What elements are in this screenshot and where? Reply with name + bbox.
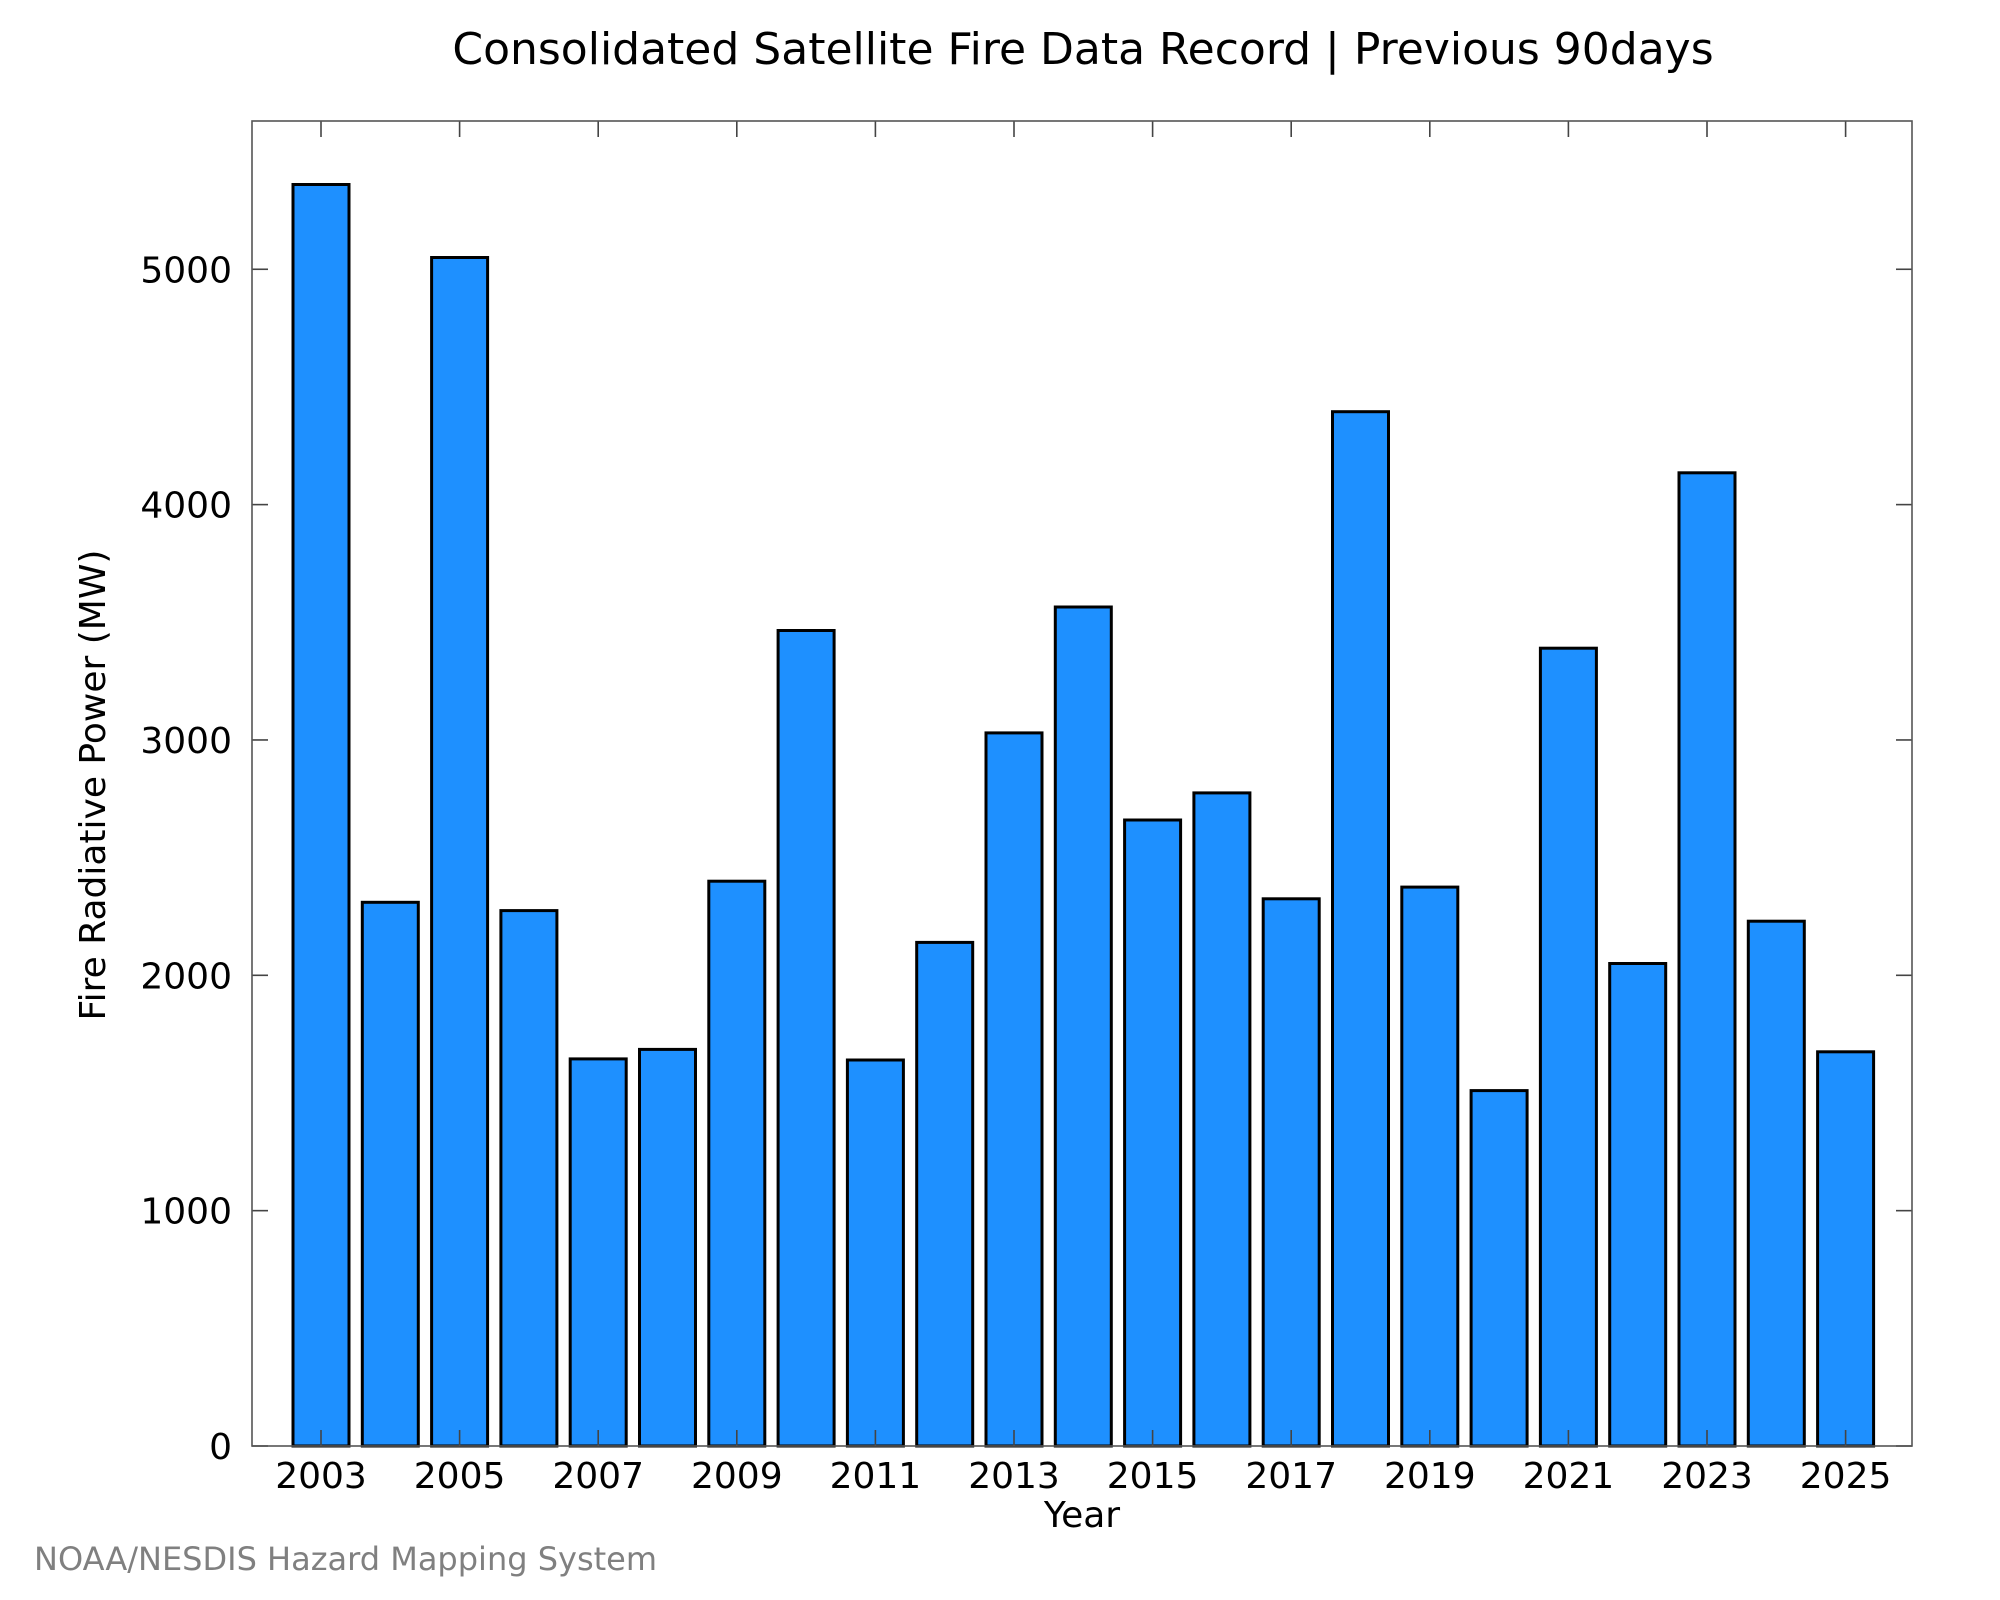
y-tick-label: 0 bbox=[209, 1427, 232, 1468]
bar-2010 bbox=[776, 629, 836, 1448]
bar-2012 bbox=[915, 940, 975, 1448]
x-tick-label: 2013 bbox=[968, 1456, 1060, 1497]
bar-2021 bbox=[1538, 646, 1598, 1448]
bar-2017 bbox=[1261, 897, 1321, 1448]
bar-2007 bbox=[568, 1057, 628, 1448]
x-tick-label: 2009 bbox=[691, 1456, 783, 1497]
plot-frame bbox=[251, 120, 1913, 1447]
bar-2009 bbox=[707, 879, 767, 1448]
x-tick-label: 2007 bbox=[552, 1456, 644, 1497]
bar-2015 bbox=[1123, 818, 1183, 1448]
bar-2023 bbox=[1677, 471, 1737, 1448]
bar-2011 bbox=[845, 1058, 905, 1448]
bar-2016 bbox=[1192, 791, 1252, 1448]
chart-title: Consolidated Satellite Fire Data Record … bbox=[452, 24, 1713, 75]
y-tick-label: 5000 bbox=[140, 250, 232, 291]
x-tick-label: 2005 bbox=[414, 1456, 506, 1497]
x-axis-label: Year bbox=[1043, 1495, 1120, 1536]
bar-2003 bbox=[291, 183, 351, 1448]
bar-2020 bbox=[1469, 1089, 1529, 1448]
bar-2022 bbox=[1608, 962, 1668, 1448]
source-credit: NOAA/NESDIS Hazard Mapping System bbox=[34, 1540, 657, 1578]
y-tick-label: 1000 bbox=[140, 1192, 232, 1233]
bar-2006 bbox=[499, 909, 559, 1448]
bar-2024 bbox=[1746, 919, 1806, 1448]
x-tick-label: 2015 bbox=[1107, 1456, 1199, 1497]
x-tick-label: 2017 bbox=[1245, 1456, 1337, 1497]
bar-2018 bbox=[1331, 410, 1390, 1448]
x-tick-label: 2025 bbox=[1800, 1456, 1892, 1497]
y-tick-labels: 0 1000 2000 3000 4000 5000 bbox=[140, 250, 232, 1468]
bar-2005 bbox=[430, 256, 490, 1448]
bar-2019 bbox=[1400, 885, 1460, 1448]
bar-2008 bbox=[638, 1047, 697, 1448]
x-tick-labels: 2003 2005 2007 2009 2011 2013 2015 2017 2019 2021… bbox=[275, 1456, 1891, 1497]
y-tick-label: 3000 bbox=[140, 721, 232, 762]
bar-2013 bbox=[984, 731, 1044, 1448]
bar-series bbox=[291, 183, 1876, 1448]
axis-ticks bbox=[252, 121, 1912, 1447]
x-tick-label: 2003 bbox=[275, 1456, 367, 1497]
x-tick-label: 2011 bbox=[830, 1456, 922, 1497]
x-tick-label: 2019 bbox=[1384, 1456, 1476, 1497]
y-tick-label: 4000 bbox=[140, 486, 232, 527]
bar-2025 bbox=[1816, 1050, 1876, 1448]
y-axis-label: Fire Radiative Power (MW) bbox=[73, 550, 114, 1021]
bar-2004 bbox=[360, 900, 420, 1448]
x-tick-label: 2021 bbox=[1523, 1456, 1615, 1497]
bar-2014 bbox=[1053, 605, 1113, 1448]
x-tick-label: 2023 bbox=[1661, 1456, 1753, 1497]
y-tick-label: 2000 bbox=[140, 956, 232, 997]
